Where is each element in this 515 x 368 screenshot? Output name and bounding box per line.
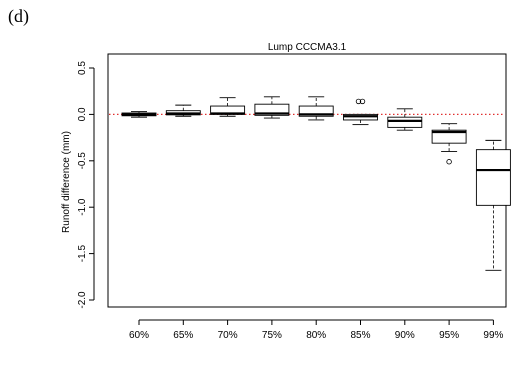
y-tick-label: -0.5 <box>77 152 88 170</box>
box-60pct <box>121 111 157 118</box>
x-tick-label: 85% <box>350 330 370 341</box>
box-75pct <box>254 96 290 119</box>
y-tick-label: -2.0 <box>77 291 88 309</box>
x-axis: 60% 65% 70% 75% 80% 85% 90% 95% 99% <box>129 319 504 341</box>
outlier-point <box>355 98 362 105</box>
y-tick-label: -1.0 <box>77 198 88 216</box>
y-tick-label: -1.5 <box>77 245 88 263</box>
box-iqr <box>431 129 467 144</box>
y-axis: 0.5 0.0 -0.5 -1.0 -1.5 -2.0 <box>77 61 95 309</box>
y-tick-label: 0.5 <box>77 61 88 75</box>
x-tick-label: 70% <box>218 330 238 341</box>
x-tick-label: 95% <box>439 330 459 341</box>
x-tick-label: 99% <box>483 330 503 341</box>
x-tick-label: 90% <box>395 330 415 341</box>
outlier-point <box>359 98 366 105</box>
box-90pct <box>387 108 423 131</box>
y-tick-label: 0.0 <box>77 107 88 121</box>
boxes <box>121 96 511 271</box>
box-70pct <box>210 97 246 117</box>
box-85pct <box>343 98 378 126</box>
x-tick-label: 60% <box>129 330 149 341</box>
box-95pct <box>431 123 467 165</box>
y-axis-label: Runoff difference (mm) <box>61 131 72 233</box>
plot-frame <box>107 53 507 308</box>
box-iqr <box>254 103 290 116</box>
box-99pct <box>475 139 511 271</box>
outlier-point <box>446 159 452 165</box>
box-65pct <box>165 104 201 117</box>
box-iqr <box>475 149 511 206</box>
panel-label: (d) <box>8 6 29 26</box>
box-iqr <box>387 116 423 128</box>
box-80pct <box>298 96 334 121</box>
x-tick-label: 80% <box>306 330 326 341</box>
box-iqr <box>298 105 334 117</box>
x-tick-label: 75% <box>262 330 282 341</box>
x-tick-label: 65% <box>173 330 193 341</box>
chart-title: Lump CCCMA3.1 <box>268 42 347 53</box>
